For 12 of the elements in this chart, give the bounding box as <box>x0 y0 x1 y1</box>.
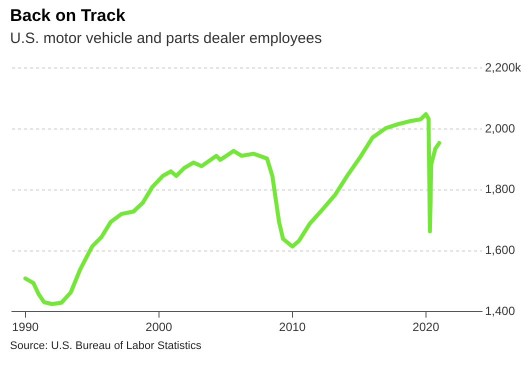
x-tick-label: 2010 <box>279 320 306 334</box>
x-tick-label: 2000 <box>146 320 173 334</box>
chart-title: Back on Track <box>10 6 126 26</box>
source-note: Source: U.S. Bureau of Labor Statistics <box>10 340 202 352</box>
y-tick-label: 2,000 <box>484 121 516 136</box>
y-tick-label: 1,600 <box>484 243 516 258</box>
y-tick-label: 1,800 <box>484 182 516 196</box>
y-tick-label: 2,200k <box>484 60 522 75</box>
chart-subtitle: U.S. motor vehicle and parts dealer employees <box>10 30 322 47</box>
x-tick-label: 1990 <box>12 320 40 334</box>
y-tick-label: 1,400 <box>484 304 516 318</box>
x-tick-label: 2020 <box>412 320 440 334</box>
